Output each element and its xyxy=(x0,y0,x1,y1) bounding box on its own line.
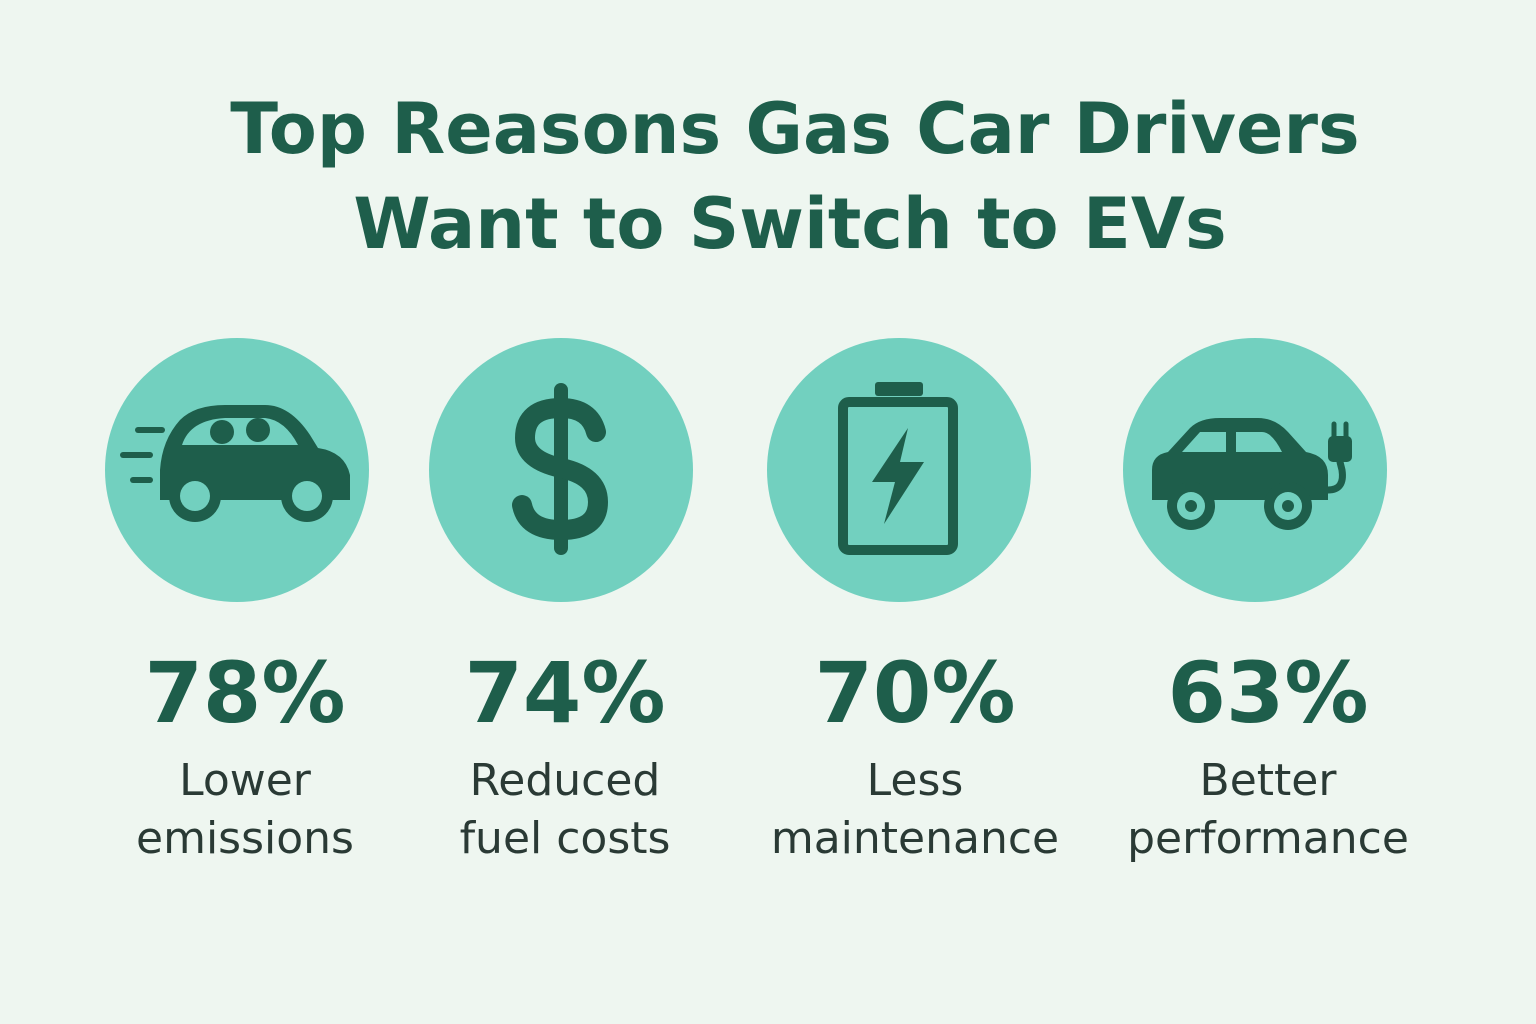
stat-value: 78% xyxy=(144,644,345,742)
reason-label: Lower xyxy=(179,755,312,806)
reason-list: 78% Lower emissions 74% Reduced fuel costs 70%… xyxy=(136,644,1409,864)
fuel-cost-icon xyxy=(429,338,693,602)
reason-label: performance xyxy=(1127,813,1409,864)
stat-value: 74% xyxy=(464,644,665,742)
reason-label: Less xyxy=(867,755,964,806)
emissions-icon xyxy=(105,338,369,602)
reason-label: fuel costs xyxy=(460,813,671,864)
reason-label: emissions xyxy=(136,813,354,864)
stat-value: 70% xyxy=(814,644,1015,742)
performance-icon xyxy=(1123,338,1387,602)
title-line: Want to Switch to EVs xyxy=(353,183,1226,265)
reason-label: Better xyxy=(1200,755,1338,806)
reason-label: maintenance xyxy=(771,813,1059,864)
title-line: Top Reasons Gas Car Drivers xyxy=(230,88,1359,170)
reason-label: Reduced xyxy=(470,755,661,806)
stat-value: 63% xyxy=(1167,644,1368,742)
maintenance-icon xyxy=(767,338,1031,602)
